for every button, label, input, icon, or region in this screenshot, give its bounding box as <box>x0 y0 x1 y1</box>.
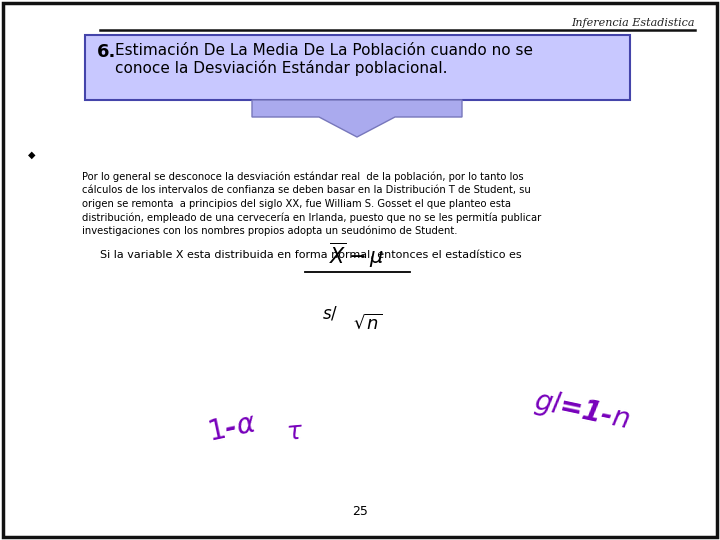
Text: Estimación De La Media De La Población cuando no se: Estimación De La Media De La Población c… <box>115 43 533 58</box>
Text: cálculos de los intervalos de confianza se deben basar en la Distribución T de S: cálculos de los intervalos de confianza … <box>82 186 531 195</box>
Text: distribución, empleado de una cervecería en Irlanda, puesto que no se les permit: distribución, empleado de una cervecería… <box>82 213 541 223</box>
Text: $gl$=1-$n$: $gl$=1-$n$ <box>531 384 633 436</box>
Text: $\sqrt{n}$: $\sqrt{n}$ <box>354 314 383 333</box>
Text: Si la variable X esta distribuida en forma normal, entonces el estadístico es: Si la variable X esta distribuida en for… <box>100 250 521 260</box>
Bar <box>85 35 630 100</box>
Text: $\overline{X} - \mu$: $\overline{X} - \mu$ <box>330 241 384 270</box>
Text: Por lo general se desconoce la desviación estándar real  de la población, por lo: Por lo general se desconoce la desviació… <box>82 172 523 183</box>
Text: $s/$: $s/$ <box>322 305 338 323</box>
Text: origen se remonta  a principios del siglo XX, fue William S. Gosset el que plant: origen se remonta a principios del siglo… <box>82 199 511 209</box>
Polygon shape <box>252 100 462 137</box>
Text: 25: 25 <box>352 505 368 518</box>
Text: 6.: 6. <box>97 43 117 61</box>
Text: conoce la Desviación Estándar poblacional.: conoce la Desviación Estándar poblaciona… <box>115 60 448 76</box>
Text: Inferencia Estadistica: Inferencia Estadistica <box>572 18 695 28</box>
Text: $\tau$: $\tau$ <box>285 419 305 445</box>
Text: $1$-$\alpha$: $1$-$\alpha$ <box>205 409 259 447</box>
Text: ◆: ◆ <box>28 150 35 160</box>
Text: investigaciones con los nombres propios adopta un seudónimo de Student.: investigaciones con los nombres propios … <box>82 226 457 237</box>
